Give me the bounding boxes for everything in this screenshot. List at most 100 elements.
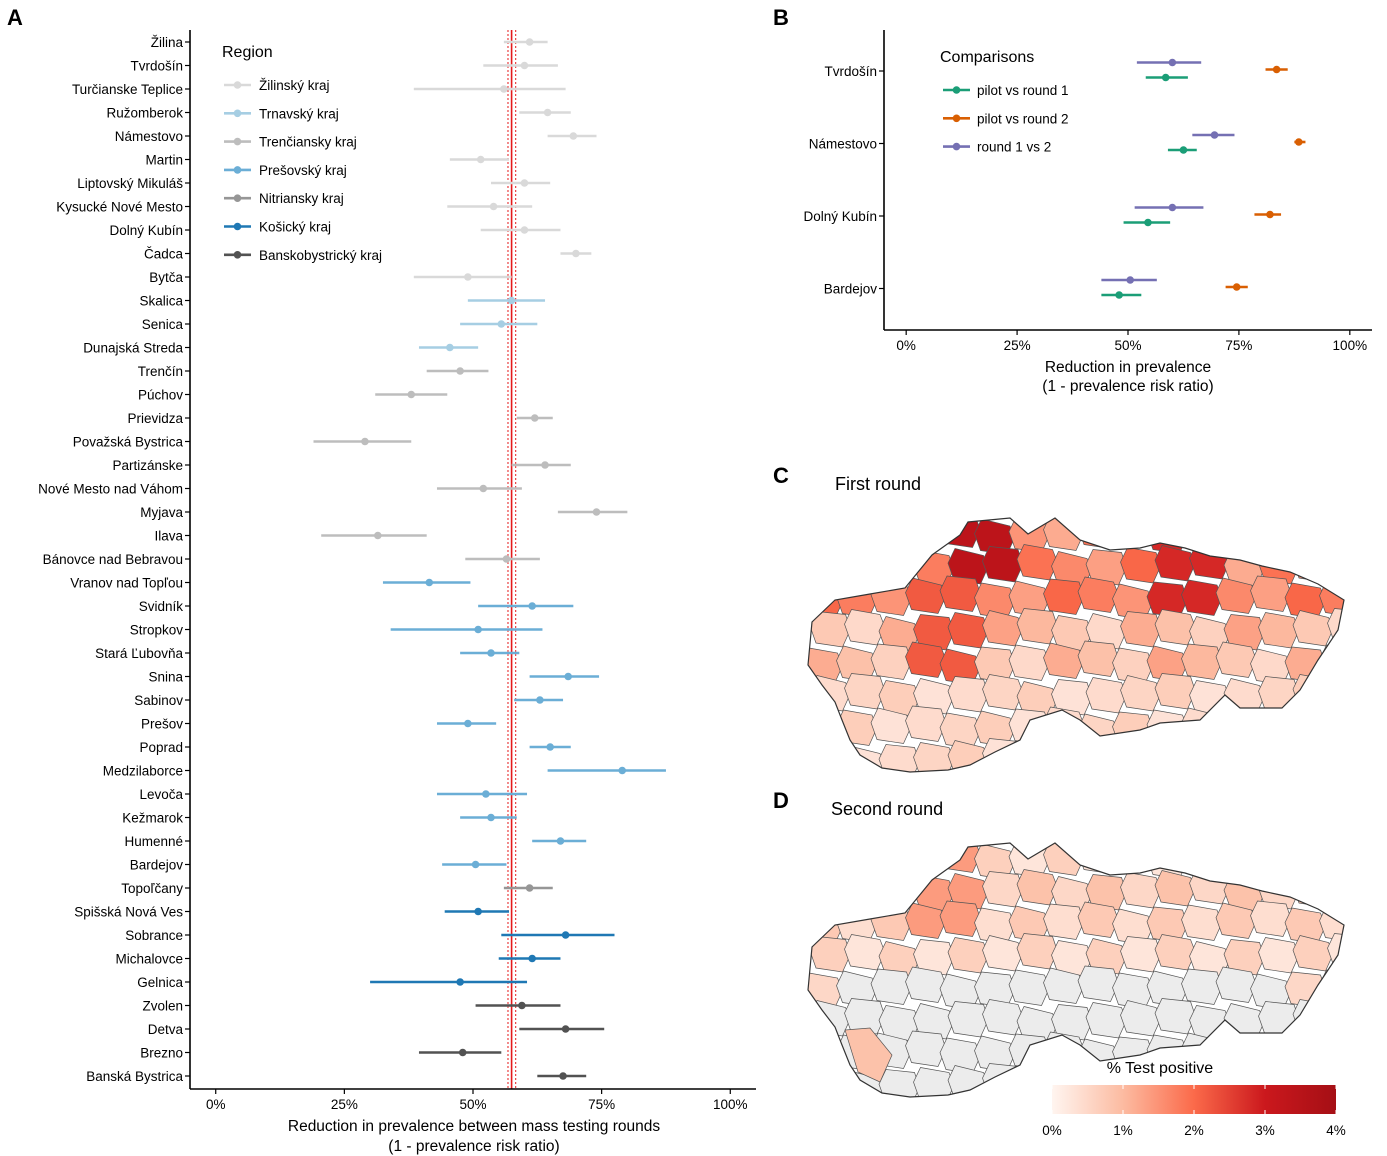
a-y-label-partizanske: Partizánske xyxy=(112,458,183,473)
map-district xyxy=(1051,1004,1093,1041)
a-point-kysucke-nove-mesto xyxy=(489,202,498,211)
a-y-label-poprad: Poprad xyxy=(139,740,183,755)
panel-b-letter: B xyxy=(773,5,789,30)
a-x-axis-label: Reduction in prevalence between mass tes… xyxy=(288,1118,660,1135)
a-point-vranov-nad-toplou xyxy=(425,578,434,587)
map-district xyxy=(1085,613,1127,650)
map-district xyxy=(947,548,989,585)
a-legend-label-banskobystricky-kraj: Banskobystrický kraj xyxy=(259,248,382,263)
a-point-dunajska-streda xyxy=(446,343,454,352)
a-y-label-skalica: Skalica xyxy=(139,294,183,309)
a-point-brezno xyxy=(458,1048,467,1057)
map-district xyxy=(1077,713,1119,750)
a-y-label-nove-mesto-nad-vahom: Nové Mesto nad Váhom xyxy=(38,482,183,497)
map-district xyxy=(1292,738,1334,772)
map-district xyxy=(1258,1001,1300,1038)
b-x-axis-label-2: (1 - prevalence risk ratio) xyxy=(1042,378,1213,395)
a-legend-label-presovsky-kraj: Prešovský kraj xyxy=(259,163,347,178)
b-marks xyxy=(1101,58,1306,299)
map-district xyxy=(809,739,851,772)
b-point-dolny-kubin-2 xyxy=(1168,203,1177,212)
a-x-ticks: 0% 25% 50% 75% 100% xyxy=(206,1089,748,1112)
a-legend: Region Žilinský kraj Trnavský kraj Trenčia… xyxy=(222,44,382,263)
map-district xyxy=(844,545,886,582)
map-district xyxy=(1043,706,1085,743)
map-district xyxy=(808,843,843,872)
map-district xyxy=(1327,933,1344,970)
map-district xyxy=(1223,1003,1265,1040)
map-district xyxy=(808,711,843,748)
map-district xyxy=(1043,1031,1085,1068)
a-point-banovce-nad-bebravou xyxy=(502,555,511,563)
map-district xyxy=(1154,746,1196,772)
map-district xyxy=(1085,677,1127,714)
a-legend-dot-presovsky-kraj xyxy=(233,166,242,174)
map-district xyxy=(1146,709,1188,746)
map-district xyxy=(1250,712,1292,749)
map-district xyxy=(870,518,912,552)
a-y-label-banska-bystrica: Banská Bystrica xyxy=(86,1069,183,1084)
map-district xyxy=(1077,640,1119,677)
a-point-zvolen xyxy=(518,1001,526,1010)
map-district xyxy=(905,641,947,678)
map-district xyxy=(1327,544,1344,581)
a-legend-dot-trenciansky-kraj xyxy=(233,137,242,146)
b-y-label-tvrdosin: Tvrdošín xyxy=(824,64,877,79)
b-y-label-dolny-kubin: Dolný Kubín xyxy=(803,209,877,224)
b-point-namestovo-0 xyxy=(1179,146,1188,154)
map-district xyxy=(1292,999,1334,1036)
a-point-presov xyxy=(464,719,472,728)
a-point-poprad xyxy=(546,743,554,751)
panel-d-map: Second round xyxy=(807,799,1345,1098)
a-y-label-trencin: Trenčín xyxy=(138,364,183,379)
map-district xyxy=(982,610,1024,647)
map-district xyxy=(870,968,912,1005)
map-district xyxy=(1327,1006,1344,1043)
b-point-bardejov-0 xyxy=(1115,291,1123,299)
a-point-tvrdosin xyxy=(520,61,529,70)
a-marks xyxy=(313,38,666,1080)
map-district xyxy=(1077,901,1119,938)
b-y-label-bardejov: Bardejov xyxy=(824,282,878,297)
map-c-outline xyxy=(807,517,1345,773)
map-district xyxy=(1085,549,1127,586)
a-point-puchov xyxy=(407,390,416,399)
map-district xyxy=(1319,708,1344,745)
map-district xyxy=(947,937,989,974)
map-district xyxy=(1154,673,1196,710)
map-district xyxy=(1016,745,1058,772)
map-first-round xyxy=(808,518,1344,772)
a-point-namestovo xyxy=(569,132,578,140)
map-district xyxy=(844,934,886,971)
a-legend-dot-banskobystricky-kraj xyxy=(233,251,242,259)
a-y-label-levoca: Levoča xyxy=(139,787,183,802)
colorbar-title: % Test positive xyxy=(1107,1060,1214,1077)
a-legend-dot-nitriansky-kraj xyxy=(233,194,242,202)
map-district xyxy=(1319,644,1344,681)
panel-c-title: First round xyxy=(835,474,921,494)
map-district xyxy=(870,643,912,680)
b-x-tick-label: 100% xyxy=(1333,338,1368,353)
b-point-tvrdosin-2 xyxy=(1168,58,1177,67)
map-district xyxy=(809,1064,851,1097)
a-y-label-vranov-nad-toplou: Vranov nad Topľou xyxy=(70,576,183,591)
map-district xyxy=(982,871,1024,908)
a-y-label-povazska-bystrica: Považská Bystrica xyxy=(73,435,184,450)
b-y-tick-labels: Tvrdošín Námestovo Dolný Kubín Bardejov xyxy=(803,64,884,297)
map-district xyxy=(1223,614,1265,651)
map-second-round xyxy=(808,843,1344,1097)
a-x-tick-label: 25% xyxy=(331,1097,358,1112)
b-x-ticks: 0% 25% 50% 75% 100% xyxy=(896,330,1367,353)
map-district xyxy=(1181,643,1223,680)
a-y-label-prievidza: Prievidza xyxy=(127,411,183,426)
map-district xyxy=(1154,934,1196,971)
map-district xyxy=(982,1063,1024,1097)
a-y-label-kezmarok: Kežmarok xyxy=(122,811,183,826)
map-district xyxy=(1327,869,1344,906)
map-district xyxy=(836,843,878,879)
map-district xyxy=(1154,609,1196,646)
map-district xyxy=(809,872,851,909)
map-district xyxy=(1181,579,1223,616)
map-district xyxy=(809,675,851,712)
